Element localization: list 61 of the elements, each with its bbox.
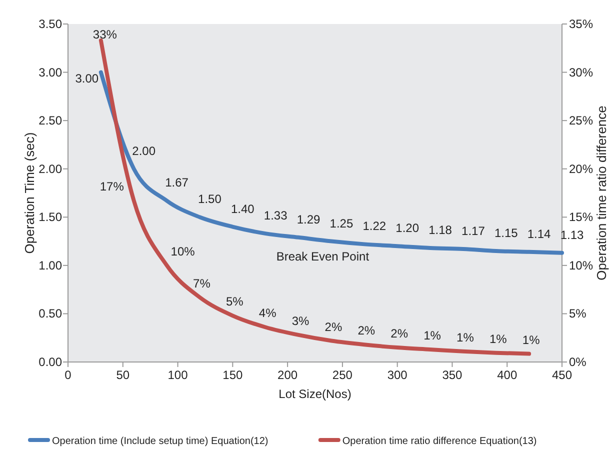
x-tick-label: 0 xyxy=(64,368,72,382)
data-label: 1.29 xyxy=(296,212,321,226)
data-label: 1.25 xyxy=(330,216,354,230)
data-label: 3% xyxy=(292,314,310,328)
data-label: 2% xyxy=(358,324,376,338)
x-tick-label: 50 xyxy=(116,368,130,382)
data-label: 33% xyxy=(92,27,118,42)
x-tick-label: 300 xyxy=(387,368,408,382)
data-label: 1.33 xyxy=(264,208,288,223)
data-label: 1.22 xyxy=(362,219,386,234)
y-tick-label: 3.00 xyxy=(38,65,62,80)
data-label: 4% xyxy=(258,306,277,320)
y2-tick-label: 30% xyxy=(569,65,594,80)
y2-tick-label: 25% xyxy=(569,114,594,128)
legend-label: Operation time ratio difference Equation(13) xyxy=(342,436,537,447)
y-tick-label: 3.50 xyxy=(38,17,62,31)
y2-tick-label: 10% xyxy=(569,258,594,272)
x-tick-label: 150 xyxy=(222,368,243,382)
y-axis-title: Operation Time (sec) xyxy=(22,132,37,254)
x-tick-label: 100 xyxy=(168,368,188,382)
x-tick-label: 450 xyxy=(552,368,572,382)
data-label: 1% xyxy=(522,332,540,347)
y-tick-label: 1.00 xyxy=(38,258,62,272)
data-label: 1.14 xyxy=(527,226,552,241)
y-tick-label: 2.00 xyxy=(38,162,62,176)
data-label: 1% xyxy=(456,330,474,344)
data-label: 5% xyxy=(226,294,244,309)
data-label: 17% xyxy=(100,180,124,194)
x-tick-label: 400 xyxy=(497,368,518,382)
x-tick-label: 350 xyxy=(442,368,463,382)
data-label: 7% xyxy=(193,276,211,290)
data-label: 1% xyxy=(489,332,508,346)
data-label: 2% xyxy=(390,326,408,341)
y2-tick-label: 15% xyxy=(569,210,594,224)
y-tick-label: 1.50 xyxy=(38,210,62,224)
data-label: 1.15 xyxy=(494,226,518,240)
data-label: 1.18 xyxy=(428,223,452,238)
y2-axis-title: Operation time ratio difference xyxy=(594,106,609,280)
y2-tick-label: 35% xyxy=(569,17,594,31)
data-label: 1.20 xyxy=(396,221,420,236)
data-label: 1.13 xyxy=(560,228,584,242)
data-label: 1.40 xyxy=(230,202,255,216)
y-tick-label: 0.00 xyxy=(38,355,62,369)
y-tick-label: 2.50 xyxy=(38,114,62,128)
y-tick-label: 0.50 xyxy=(38,306,62,321)
x-axis-title: Lot Size(Nos) xyxy=(278,387,352,401)
data-label: 3.00 xyxy=(75,71,99,86)
data-label: 1.17 xyxy=(462,224,486,238)
data-label: 2% xyxy=(324,320,342,334)
data-label: 2.00 xyxy=(132,144,156,158)
y2-tick-label: 20% xyxy=(569,162,594,176)
data-label: 10% xyxy=(170,244,196,258)
x-tick-label: 250 xyxy=(332,368,353,382)
x-tick-label: 200 xyxy=(278,368,298,382)
legend-label: Operation time (Include setup time) Equation(12) xyxy=(52,436,268,447)
data-label: 1% xyxy=(424,328,442,342)
y2-tick-label: 5% xyxy=(569,306,587,321)
y2-tick-label: 0% xyxy=(569,355,587,369)
data-label: 1.67 xyxy=(165,176,189,190)
data-label: 1.50 xyxy=(198,192,222,206)
annotation: Break Even Point xyxy=(276,250,370,264)
